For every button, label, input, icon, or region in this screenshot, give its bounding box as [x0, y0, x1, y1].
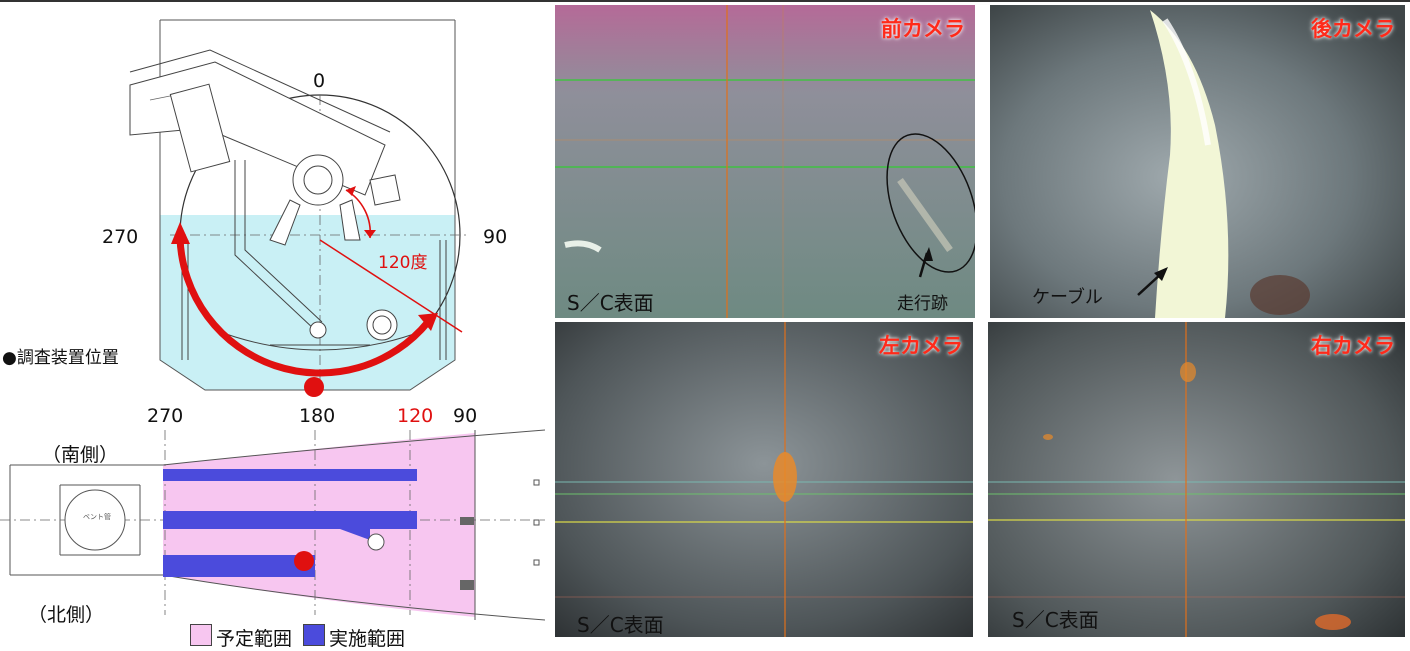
- right-camera-title: 右カメラ: [1311, 334, 1395, 358]
- left-camera-title: 左カメラ: [879, 334, 963, 358]
- front-camera-title: 前カメラ: [881, 17, 965, 41]
- south-side-label: （南側）: [42, 444, 119, 466]
- plan-angle-90: 90: [453, 405, 478, 427]
- right-camera-view: 右カメラ S／C表面: [988, 322, 1405, 637]
- legend-done-swatch: [303, 624, 325, 646]
- angle-annotation-120deg: 120度: [378, 253, 428, 273]
- plan-angle-270: 270: [147, 405, 184, 427]
- rear-camera-title: 後カメラ: [1311, 17, 1395, 41]
- legend-planned-label: 予定範囲: [216, 628, 293, 650]
- front-camera-view: 前カメラ S／C表面 走行跡: [555, 5, 975, 318]
- angle-label-0: 0: [313, 70, 326, 92]
- angle-label-270: 270: [102, 226, 139, 248]
- cross-section-diagram: [129, 19, 470, 397]
- front-camera-track-label: 走行跡: [897, 294, 948, 314]
- left-camera-view: 左カメラ S／C表面: [555, 322, 973, 637]
- rear-camera-cable-label: ケーブル: [1032, 287, 1103, 308]
- legend-done-label: 実施範囲: [329, 628, 406, 650]
- left-camera-surface-label: S／C表面: [577, 613, 664, 637]
- plan-pipe-tag: ベント管: [83, 513, 111, 521]
- angle-label-90: 90: [483, 226, 508, 248]
- plan-angle-180: 180: [299, 405, 336, 427]
- plan-view-diagram: [0, 429, 545, 621]
- north-side-label: （北側）: [28, 604, 105, 626]
- legend-planned-swatch: [190, 624, 212, 646]
- right-camera-surface-label: S／C表面: [1012, 608, 1099, 632]
- plan-angle-120: 120: [397, 405, 434, 427]
- rear-camera-view: 後カメラ ケーブル: [990, 5, 1405, 318]
- top-border: [0, 0, 1410, 2]
- front-camera-surface-label: S／C表面: [567, 291, 654, 315]
- device-position-label: ●調査装置位置: [2, 348, 119, 368]
